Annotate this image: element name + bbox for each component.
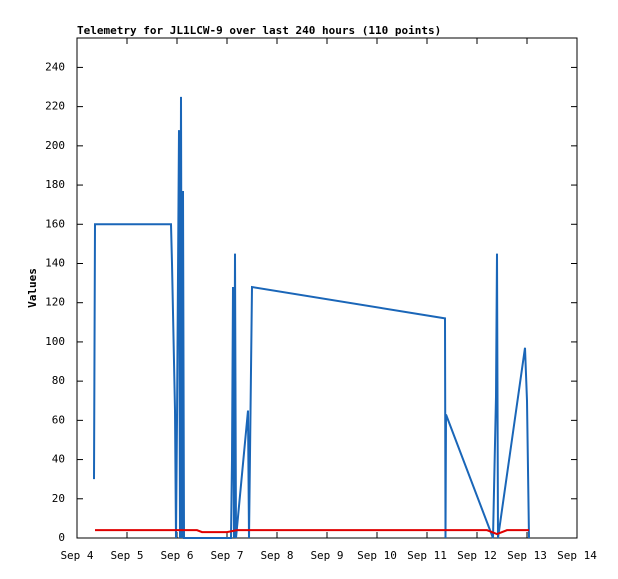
x-tick-label: Sep 7	[210, 549, 243, 562]
y-tick-label: 220	[45, 100, 65, 113]
x-tick-label: Sep 11	[407, 549, 447, 562]
x-tick-label: Sep 14	[557, 549, 597, 562]
x-tick-label: Sep 8	[260, 549, 293, 562]
chart-title: Telemetry for JL1LCW-9 over last 240 hou…	[77, 24, 441, 37]
y-tick-label: 60	[52, 413, 65, 426]
x-tick-label: Sep 6	[160, 549, 193, 562]
plot-frame	[76, 37, 578, 539]
x-tick-label: Sep 10	[357, 549, 397, 562]
data-line	[95, 529, 529, 536]
x-tick-label: Sep 9	[310, 549, 343, 562]
x-tick-label: Sep 12	[457, 549, 497, 562]
y-tick-label: 0	[58, 531, 65, 544]
data-line	[93, 96, 530, 539]
y-tick-label: 100	[45, 335, 65, 348]
y-tick-label: 200	[45, 139, 65, 152]
y-tick-label: 80	[52, 374, 65, 387]
x-tick-label: Sep 5	[110, 549, 143, 562]
x-tick-label: Sep 4	[60, 549, 93, 562]
x-tick-label: Sep 13	[507, 549, 547, 562]
y-tick-label: 120	[45, 296, 65, 309]
y-tick-label: 140	[45, 256, 65, 269]
y-tick-label: 180	[45, 178, 65, 191]
y-tick-label: 40	[52, 453, 65, 466]
y-tick-label: 160	[45, 217, 65, 230]
y-tick-label: 240	[45, 60, 65, 73]
y-tick-label: 20	[52, 492, 65, 505]
y-axis-label: Values	[26, 268, 39, 308]
